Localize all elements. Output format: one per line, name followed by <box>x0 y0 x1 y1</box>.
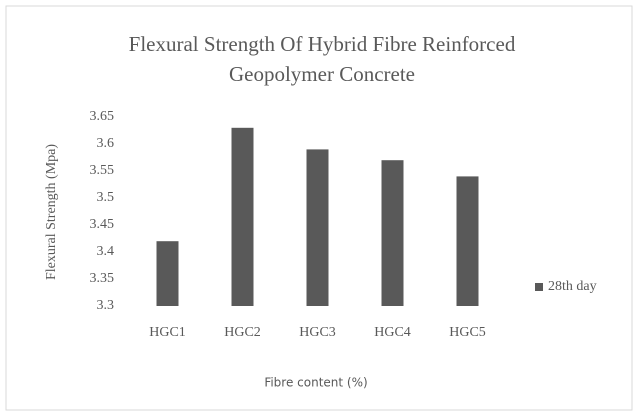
chart-title: Geopolymer Concrete <box>229 62 415 86</box>
bar <box>456 176 479 306</box>
y-tick-label: 3.45 <box>90 217 115 232</box>
x-tick-label: HGC1 <box>149 325 186 340</box>
y-tick-label: 3.35 <box>90 271 115 286</box>
x-tick-label: HGC4 <box>374 325 411 340</box>
bar <box>231 127 254 306</box>
y-axis-label: Flexural Strength (Mpa) <box>44 144 59 280</box>
chart-title: Flexural Strength Of Hybrid Fibre Reinfo… <box>129 32 516 56</box>
bar <box>381 160 404 306</box>
y-tick-label: 3.65 <box>90 109 115 124</box>
legend-swatch <box>535 283 543 291</box>
x-tick-label: HGC2 <box>224 325 261 340</box>
y-tick-label: 3.6 <box>97 136 115 151</box>
x-axis-label: Fibre content (%) <box>264 376 367 390</box>
y-tick-label: 3.4 <box>97 244 115 259</box>
y-tick-label: 3.5 <box>97 190 115 205</box>
bar <box>156 241 179 306</box>
legend-label: 28th day <box>548 279 597 294</box>
bar <box>306 149 329 306</box>
y-tick-label: 3.55 <box>90 163 115 178</box>
x-tick-label: HGC5 <box>449 325 486 340</box>
y-tick-label: 3.3 <box>97 298 115 313</box>
x-tick-label: HGC3 <box>299 325 336 340</box>
